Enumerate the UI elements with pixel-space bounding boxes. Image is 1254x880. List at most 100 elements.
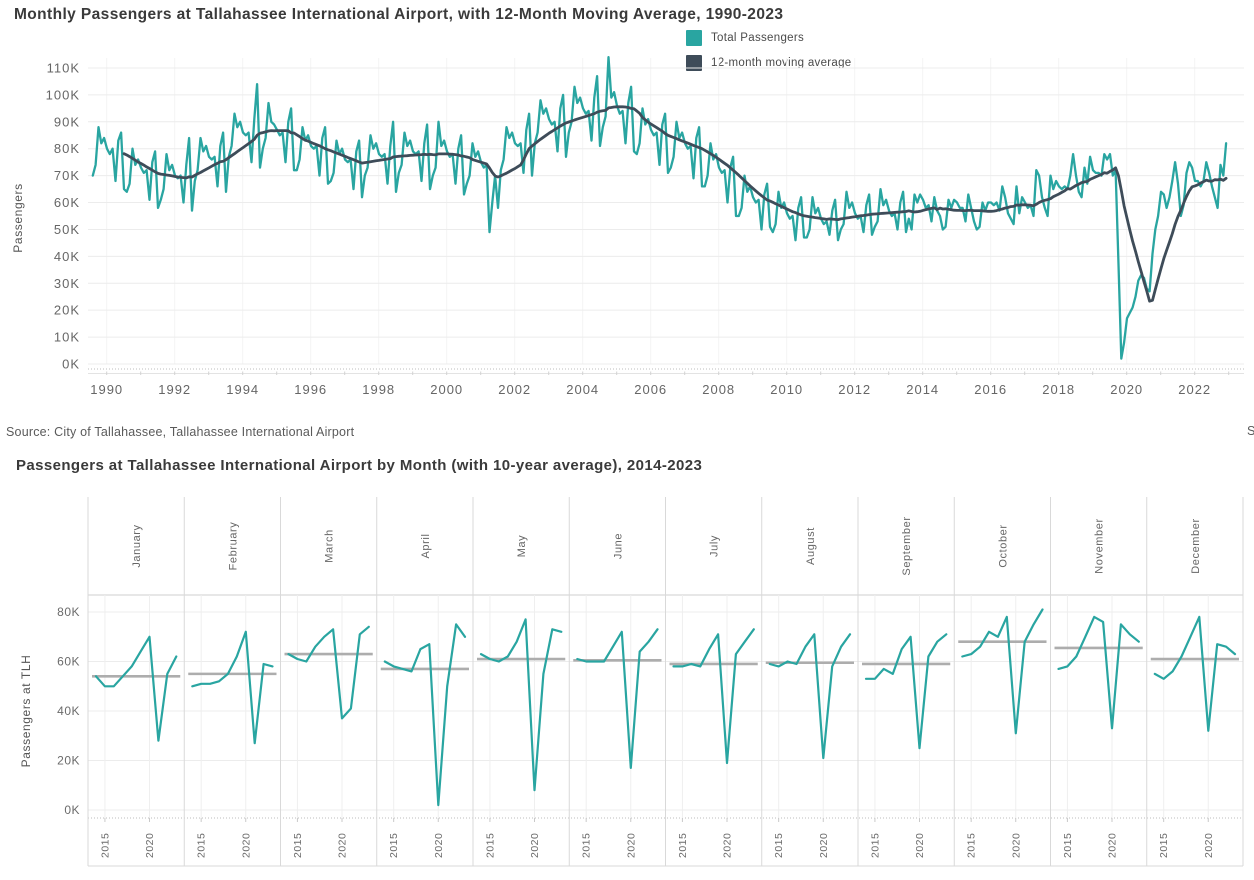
top-x-tick: 1992 — [158, 382, 191, 397]
legend-item-total-passengers: Total Passengers — [686, 30, 852, 46]
month-label-march: March — [324, 529, 336, 563]
top-x-tick: 2016 — [974, 382, 1007, 397]
series-march — [287, 625, 370, 720]
total-passengers-line — [91, 56, 1228, 360]
series-september — [864, 633, 948, 750]
top-x-tick: 2018 — [1042, 382, 1075, 397]
bottom-x-tick: 2015 — [581, 833, 593, 858]
month-label-september: September — [901, 516, 913, 575]
bottom-x-tick: 2020 — [529, 833, 541, 858]
top-x-tick: 1996 — [294, 382, 327, 397]
series-june — [576, 628, 659, 769]
top-x-tick: 1994 — [226, 382, 259, 397]
top-y-tick: 70K — [54, 168, 80, 183]
top-chart-legend: Total Passengers 12-month moving average — [686, 30, 852, 71]
top-x-tick: 2010 — [770, 382, 803, 397]
month-panel-july: 2015 2020 July — [669, 535, 758, 858]
series-july — [672, 628, 755, 765]
top-x-tick: 2000 — [430, 382, 463, 397]
bottom-x-tick: 2015 — [677, 833, 689, 858]
bottom-x-tick: 2020 — [818, 833, 830, 858]
month-panel-may: 2015 2020 May — [477, 535, 566, 858]
top-chart-title: Monthly Passengers at Tallahassee Intern… — [14, 6, 784, 23]
bottom-chart-title: Passengers at Tallahassee International … — [16, 457, 703, 474]
top-x-tick: 2006 — [634, 382, 667, 397]
legend-item-moving-average: 12-month moving average — [686, 55, 852, 71]
series-august — [768, 633, 852, 760]
bottom-y-tick: 20K — [57, 754, 80, 768]
bottom-y-tick: 80K — [57, 605, 80, 619]
month-panel-october: 2015 2020 October — [958, 524, 1047, 858]
month-panel-september: 2015 2020 September — [862, 516, 951, 858]
month-panel-december: 2015 2020 December — [1150, 518, 1239, 858]
bottom-x-tick: 2015 — [773, 833, 785, 858]
top-x-tick: 2002 — [498, 382, 531, 397]
bottom-chart: 0K 20K 40K 60K 80K 2015 2020 January 2015 2020 Feb… — [19, 497, 1244, 867]
moving-average-line — [122, 105, 1228, 303]
legend-swatch-moving-average — [686, 55, 702, 71]
top-y-tick: 30K — [54, 276, 80, 291]
month-label-january: January — [131, 524, 143, 567]
month-panel-march: 2015 2020 March — [284, 529, 373, 858]
month-label-may: May — [516, 535, 528, 558]
month-panel-january: 2015 2020 January — [92, 524, 181, 858]
month-panel-april: 2015 2020 April — [380, 533, 469, 858]
month-label-july: July — [709, 535, 721, 557]
top-x-tick: 2008 — [702, 382, 735, 397]
source-note: Source: City of Tallahassee, Tallahassee… — [6, 425, 355, 439]
top-x-tick: 2012 — [838, 382, 871, 397]
bottom-x-tick: 2015 — [196, 833, 208, 858]
bottom-x-tick: 2015 — [1158, 833, 1170, 858]
top-y-tick: 100K — [46, 87, 80, 102]
bottom-x-tick: 2020 — [1010, 833, 1022, 858]
bottom-x-tick: 2020 — [1107, 833, 1119, 858]
legend-swatch-total-passengers — [686, 30, 702, 46]
bottom-y-tick: 40K — [57, 704, 80, 718]
bottom-x-tick: 2015 — [869, 833, 881, 858]
series-may — [479, 618, 563, 792]
month-label-december: December — [1190, 518, 1202, 574]
top-y-tick: 60K — [54, 195, 80, 210]
series-december — [1153, 615, 1237, 732]
top-y-tick: 110K — [47, 60, 80, 75]
top-x-tick: 2022 — [1178, 382, 1211, 397]
bottom-x-tick: 2015 — [484, 833, 496, 858]
month-label-october: October — [997, 524, 1009, 567]
top-y-tick: 90K — [54, 114, 80, 129]
top-x-tick: 1990 — [90, 382, 123, 397]
month-panel-june: 2015 2020 June — [573, 533, 662, 858]
legend-label-total-passengers: Total Passengers — [711, 32, 805, 44]
top-y-tick: 0K — [62, 357, 80, 372]
bottom-x-tick: 2015 — [388, 833, 400, 858]
bottom-x-tick: 2020 — [337, 833, 349, 858]
top-x-tick: 2014 — [906, 382, 939, 397]
bottom-x-tick: 2020 — [625, 833, 637, 858]
top-y-axis-label: Passengers — [11, 183, 25, 252]
top-x-tick: 2020 — [1110, 382, 1143, 397]
bottom-x-tick: 2015 — [1062, 833, 1074, 858]
month-label-august: August — [805, 527, 817, 565]
bottom-x-tick: 2015 — [966, 833, 978, 858]
top-y-tick: 10K — [54, 330, 80, 345]
bottom-y-tick: 0K — [64, 803, 80, 817]
bottom-y-axis-label: Passengers at TLH — [19, 655, 33, 768]
top-y-tick: 80K — [54, 141, 80, 156]
month-panel-august: 2015 2020 August — [765, 527, 854, 858]
bottom-x-tick: 2015 — [99, 833, 111, 858]
series-january — [94, 635, 178, 742]
series-february — [191, 630, 274, 745]
series-april — [383, 623, 467, 807]
bottom-y-tick: 60K — [57, 655, 80, 669]
bottom-x-tick: 2020 — [1203, 833, 1215, 858]
bottom-x-tick: 2020 — [914, 833, 926, 858]
series-october — [961, 608, 1044, 735]
bottom-x-tick: 2015 — [292, 833, 304, 858]
month-label-june: June — [612, 533, 624, 559]
bottom-x-tick: 2020 — [433, 833, 445, 858]
top-y-tick: 40K — [54, 249, 80, 264]
bottom-x-tick: 2020 — [240, 833, 252, 858]
legend-label-moving-average: 12-month moving average — [711, 57, 852, 69]
top-chart-grid — [88, 57, 1244, 365]
top-chart: 0K 10K 20K 30K 40K 50K 60K 70K 80K 90K 100K 110K 199… — [11, 56, 1244, 397]
month-label-february: February — [227, 522, 239, 571]
